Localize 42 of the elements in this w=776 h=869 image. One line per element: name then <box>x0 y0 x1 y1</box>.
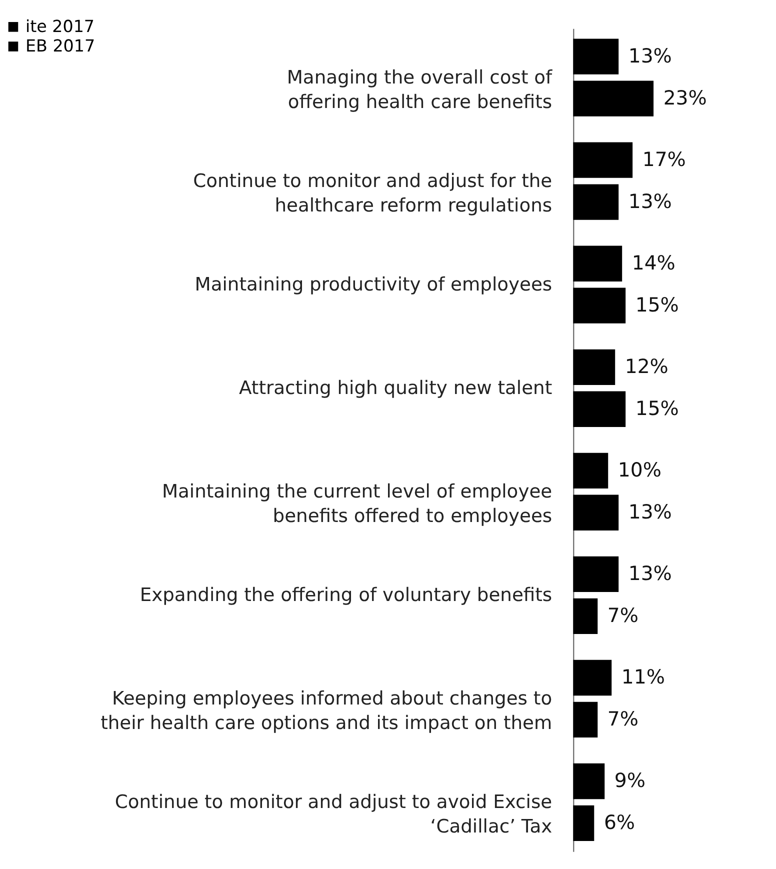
y-tick-label: Attracting high quality new talent <box>238 378 552 400</box>
data-label: 13% <box>628 500 672 524</box>
data-label: 7% <box>607 708 638 731</box>
bar <box>573 805 594 842</box>
bar <box>573 288 626 324</box>
data-label: 23% <box>663 86 707 110</box>
legend-label: EB 2017 <box>25 36 96 56</box>
bar <box>573 80 654 116</box>
y-tick-label: Maintaining productivity of employees <box>194 274 552 296</box>
data-label: 17% <box>642 148 686 171</box>
data-label: 12% <box>624 355 668 378</box>
y-tick-label: Keeping employees informed about changes to their health care options and its impact on them <box>100 688 552 734</box>
bar <box>573 184 619 220</box>
y-tick-label: Continue to monitor and adjust to avoid Excise ‘Cadillac’ Tax <box>114 792 552 838</box>
bar <box>573 556 619 592</box>
data-label: 15% <box>635 293 679 316</box>
bar <box>573 38 619 74</box>
data-label: 10% <box>618 458 662 482</box>
data-label: 7% <box>607 604 638 628</box>
bar <box>573 452 608 489</box>
bar <box>573 763 605 800</box>
data-label: 11% <box>621 666 665 689</box>
bar <box>573 391 626 427</box>
data-label: 14% <box>632 252 676 275</box>
y-tick-label: Expanding the offering of voluntary benefits <box>140 585 552 606</box>
data-label: 9% <box>614 769 646 792</box>
data-label: 13% <box>628 190 672 213</box>
bar <box>573 246 622 282</box>
bar <box>573 494 619 530</box>
bar <box>573 142 633 178</box>
bar <box>573 660 612 696</box>
y-tick-label: Continue to monitor and adjust for the healthcare reform regulations <box>193 170 552 216</box>
y-tick-label: Managing the overall cost of offering health care benefits <box>286 67 553 113</box>
bar <box>573 349 616 385</box>
data-label: 13% <box>628 44 672 68</box>
y-tick-label: Maintaining the current level of employee benefits offered to employees <box>162 482 552 528</box>
data-label: 13% <box>628 562 672 586</box>
bar <box>573 598 598 634</box>
legend-label: ite 2017 <box>25 16 95 36</box>
data-label: 15% <box>635 397 679 420</box>
data-label: 6% <box>604 811 635 834</box>
bar <box>573 702 598 738</box>
